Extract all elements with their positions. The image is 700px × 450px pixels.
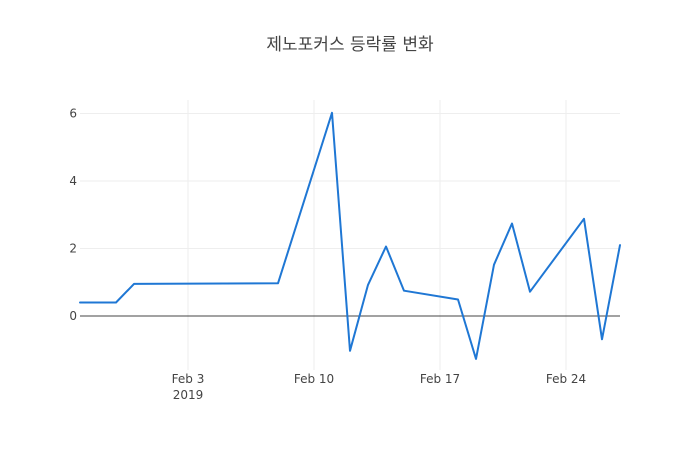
grid-lines bbox=[80, 100, 620, 370]
series-layer bbox=[79, 111, 621, 360]
axes: Feb 3 2019 Feb 10 Feb 17 Feb 24 0 2 4 6 bbox=[69, 107, 620, 402]
x-tick-label: Feb 3 bbox=[172, 372, 205, 386]
y-tick-label: 2 bbox=[69, 242, 77, 256]
x-tick-sublabel: 2019 bbox=[173, 388, 204, 402]
x-tick-label: Feb 24 bbox=[546, 372, 586, 386]
x-tick-label: Feb 10 bbox=[294, 372, 334, 386]
x-tick-label: Feb 17 bbox=[420, 372, 460, 386]
series-line bbox=[79, 111, 621, 360]
chart-title: 제노포커스 등락률 변화 bbox=[266, 35, 434, 55]
y-tick-label: 0 bbox=[69, 309, 77, 323]
y-tick-label: 6 bbox=[69, 107, 77, 121]
y-tick-label: 4 bbox=[69, 174, 77, 188]
